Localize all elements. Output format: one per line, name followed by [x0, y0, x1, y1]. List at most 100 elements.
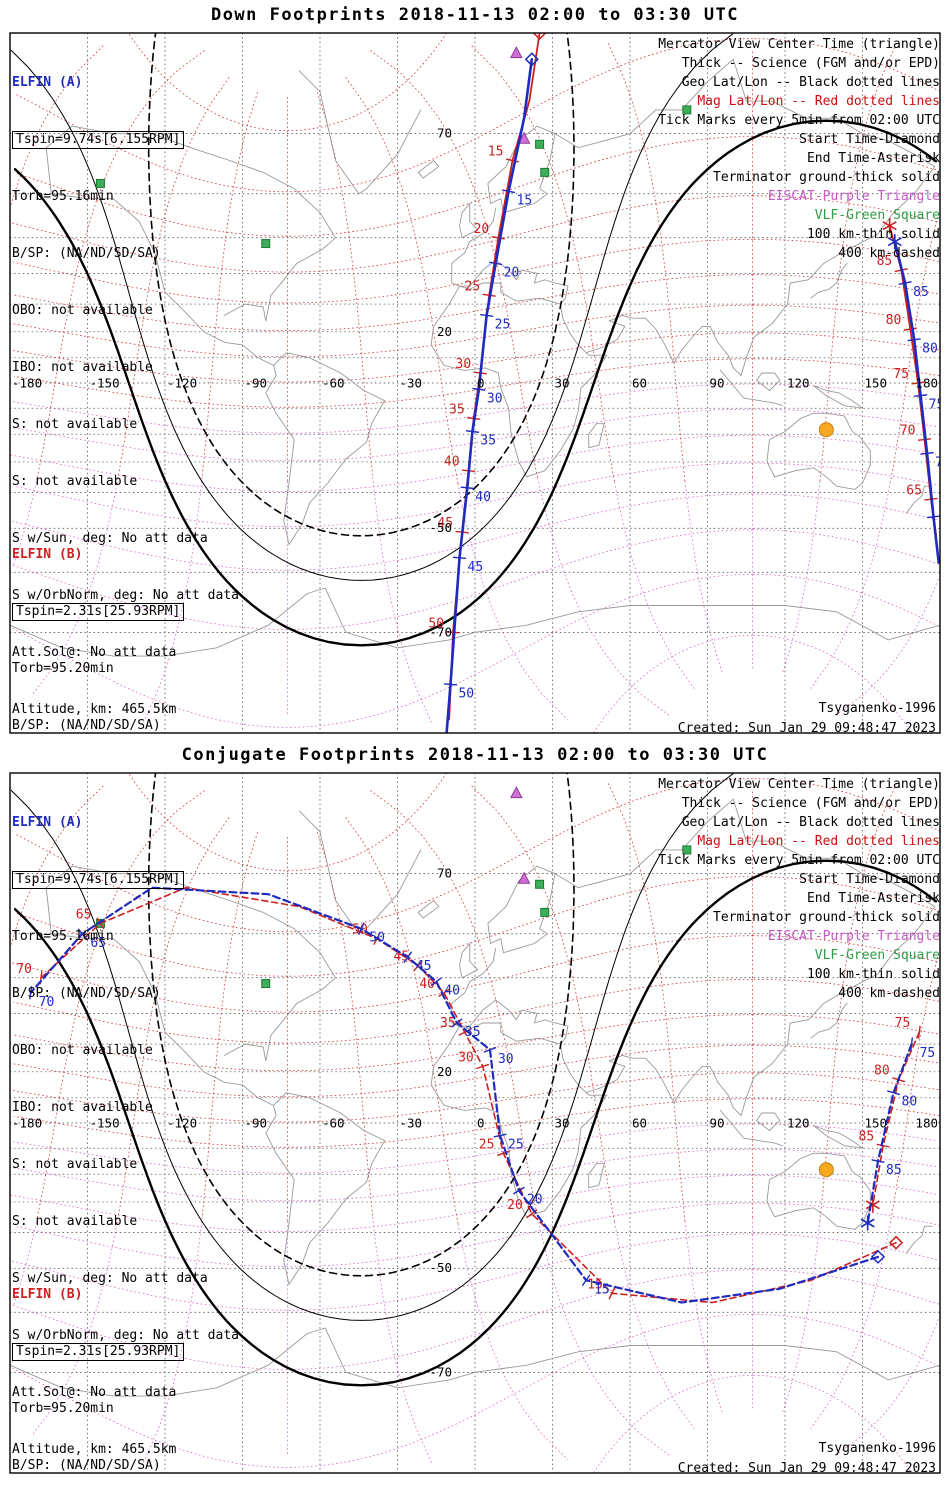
svg-text:0: 0 [477, 376, 485, 391]
terminator-curves [11, 773, 938, 1387]
elfin-a-info-block: ELFIN (A) Tspin=9.74s[6.155RPM] Torb=95.… [12, 775, 239, 1480]
down-footprints-map: 15 20 25 30 35 40 45 50 15 20 25 30 35 40 45 50 65 70 75 80… [9, 32, 950, 734]
info-line: OBO: not available [12, 1043, 153, 1058]
sun-icon [818, 1162, 834, 1178]
info-line: S w/Sun, deg: No att data [12, 1271, 208, 1286]
svg-text:60: 60 [632, 1116, 647, 1131]
axis-labels: -180 -150 -120 -90 -60 -30 0 30 60 90 120 150 180702… [12, 126, 938, 640]
legend-line: VLF-Green Square [814, 948, 940, 963]
svg-text:85: 85 [877, 254, 893, 269]
vlf-station-square-icon [682, 105, 692, 115]
legend-line: End Time-Asterisk [806, 151, 940, 166]
svg-text:70: 70 [935, 455, 950, 470]
axis-labels: -180 -150 -120 -90 -60 -30 0 30 60 90 120 150 180702… [12, 866, 938, 1380]
map-content: 15 20 25 30 35 40 45 50 15 20 25 30 35 40 45 50 65 70 75 80… [10, 33, 950, 733]
model-label: Tsyganenko-1996 [818, 1441, 936, 1456]
svg-text:90: 90 [710, 376, 725, 391]
elfin-a-tspin: Tspin=9.74s[6.155RPM] [12, 871, 185, 889]
mag-graticule [10, 33, 940, 733]
info-line: Tspin=9.74s[6.155RPM] [12, 130, 239, 149]
panel-conjugate-footprints: Conjugate Footprints 2018-11-13 02:00 to… [0, 740, 950, 1480]
svg-text:80: 80 [902, 1095, 918, 1110]
svg-text:15: 15 [488, 145, 504, 160]
legend-line: EISCAT-Purple Triangle [767, 929, 940, 944]
legend-line: Start Time-Diamond [799, 132, 940, 147]
svg-text:-50: -50 [429, 520, 452, 535]
svg-text:50: 50 [458, 686, 474, 701]
info-line: S: not available [12, 474, 138, 489]
svg-text:50: 50 [428, 616, 444, 631]
map-border [9, 32, 941, 734]
elfin-a-label: ELFIN (A) [12, 75, 83, 90]
track-elfin-a-center: 15 20 25 30 35 40 45 50 [443, 52, 539, 733]
svg-text:-90: -90 [245, 376, 268, 391]
svg-text:70: 70 [39, 995, 55, 1010]
svg-text:120: 120 [787, 376, 810, 391]
svg-text:90: 90 [710, 1116, 725, 1131]
legend-line: Thick -- Science (FGM and/or EPD) [681, 56, 940, 71]
svg-text:60: 60 [632, 376, 647, 391]
svg-text:35: 35 [449, 402, 465, 417]
svg-text:-30: -30 [400, 376, 423, 391]
svg-text:25: 25 [495, 317, 511, 332]
svg-text:80: 80 [874, 1064, 890, 1079]
info-line: B/SP: (NA/ND/SD/SA) [12, 246, 161, 261]
info-line: S: not available [12, 417, 138, 432]
svg-text:70: 70 [16, 962, 32, 977]
svg-text:85: 85 [859, 1130, 875, 1145]
svg-text:40: 40 [419, 977, 435, 992]
svg-text:-150: -150 [90, 376, 120, 391]
svg-text:45: 45 [468, 560, 484, 575]
vlf-station-square-icon [95, 178, 105, 188]
vlf-station-square-icon [540, 907, 550, 917]
legend-line: Terminator ground-thick solid [713, 170, 940, 185]
info-line: Tspin=2.31s[25.93RPM] [12, 602, 239, 621]
svg-text:150: 150 [865, 376, 888, 391]
svg-text:20: 20 [474, 222, 490, 237]
svg-text:80: 80 [886, 313, 902, 328]
svg-text:150: 150 [865, 1116, 888, 1131]
svg-text:30: 30 [555, 1116, 570, 1131]
elfin-b-label: ELFIN (B) [12, 1287, 83, 1302]
legend-line: Thick -- Science (FGM and/or EPD) [681, 796, 940, 811]
svg-text:0: 0 [477, 1116, 485, 1131]
svg-text:80: 80 [922, 342, 938, 357]
map-border [9, 772, 941, 1474]
svg-text:30: 30 [458, 1050, 474, 1065]
svg-text:75: 75 [920, 1046, 936, 1061]
svg-text:-120: -120 [167, 1116, 197, 1131]
info-line: Torb=95.20min [12, 661, 114, 676]
svg-text:65: 65 [90, 936, 106, 951]
down-map-area: 15 20 25 30 35 40 45 50 15 20 25 30 35 40 45 50 65 70 75 80… [0, 27, 950, 739]
coastlines [10, 58, 940, 657]
info-line: Altitude, km: 465.5km [12, 702, 177, 717]
svg-text:-120: -120 [167, 376, 197, 391]
info-line: B/SP: (NA/ND/SD/SA) [12, 718, 161, 733]
svg-text:35: 35 [465, 1025, 481, 1040]
svg-text:15: 15 [587, 1277, 603, 1292]
info-line: Torb=95.16min [12, 929, 114, 944]
svg-text:25: 25 [465, 279, 481, 294]
geo-graticule [10, 33, 940, 733]
svg-text:35: 35 [440, 1016, 456, 1031]
vlf-station-square-icon [535, 879, 545, 889]
svg-text:30: 30 [555, 376, 570, 391]
svg-text:45: 45 [437, 516, 453, 531]
svg-text:-50: -50 [429, 1260, 452, 1275]
created-timestamp: Created: Sun Jan 29 09:48:47 2023 [677, 721, 936, 736]
svg-text:65: 65 [76, 907, 92, 922]
svg-text:-60: -60 [322, 376, 345, 391]
svg-text:70: 70 [437, 866, 452, 881]
eiscat-station-triangle-icon [517, 131, 531, 144]
info-line: B/SP: (NA/ND/SD/SA) [12, 1458, 161, 1473]
legend-line: Geo Lat/Lon -- Black dotted lines [681, 75, 940, 90]
conjugate-map-area: 15 20 25 30 35 40 45 50 65 70 75 80 85 15 20 25 30 35 40 45… [0, 767, 950, 1479]
svg-text:20: 20 [504, 265, 520, 280]
info-line: Torb=95.16min [12, 189, 114, 204]
elfin-a-label: ELFIN (A) [12, 815, 83, 830]
panel-down-footprints: Down Footprints 2018-11-13 02:00 to 03:3… [0, 0, 950, 740]
svg-text:-90: -90 [245, 1116, 268, 1131]
info-line: S w/Sun, deg: No att data [12, 531, 208, 546]
eiscat-station-triangle-icon [517, 871, 531, 884]
